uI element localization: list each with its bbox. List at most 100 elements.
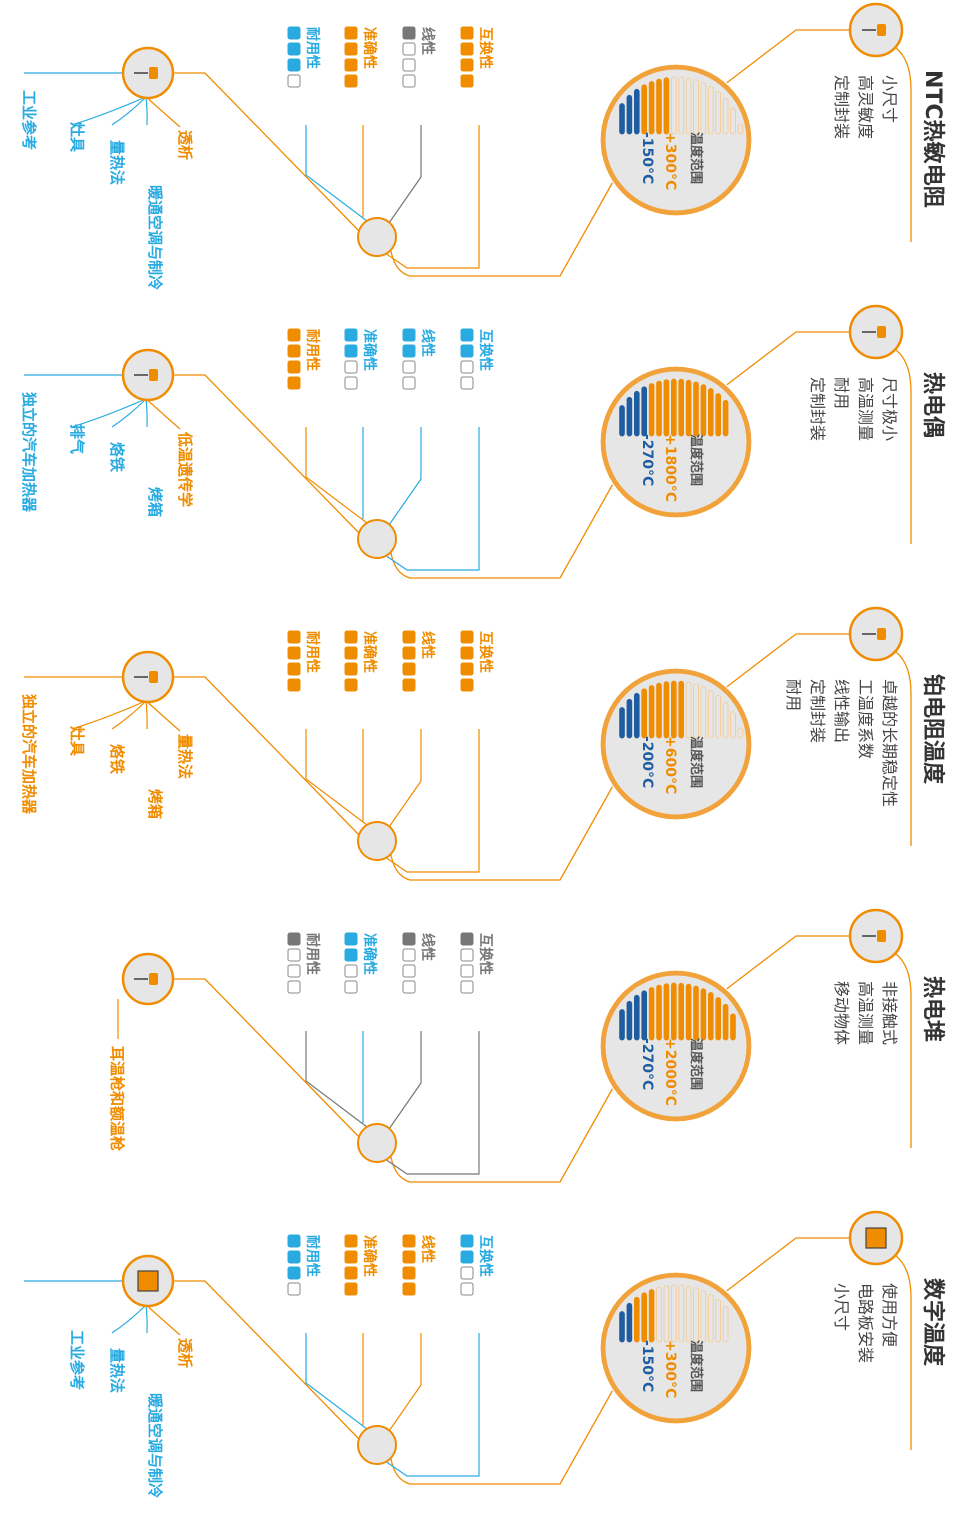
range-min: -270°C (639, 434, 655, 486)
range-bar (656, 380, 662, 437)
rating-square (460, 964, 474, 978)
rating-square (344, 678, 358, 692)
range-min: -150°C (639, 1340, 655, 1392)
feature-text: 使用方便 (880, 1283, 899, 1347)
rating-square (344, 964, 358, 978)
range-bar (715, 695, 721, 739)
rating-square (460, 1234, 474, 1248)
range-bar (685, 77, 692, 135)
range-bar (730, 711, 736, 739)
range-bar (730, 1013, 736, 1041)
range-bar (693, 1287, 699, 1343)
range-max: +300°C (662, 1340, 678, 1398)
range-bar (656, 682, 662, 739)
feature-text: 高温测量 (856, 377, 875, 441)
application-label: 暖通空调与制冷 (146, 1393, 164, 1498)
rating-square (402, 932, 416, 946)
connector-line (895, 953, 912, 1148)
range-bar (700, 1290, 707, 1343)
rating-square (344, 1266, 358, 1280)
rating-label: 线性 (419, 27, 436, 55)
rating-square (402, 630, 416, 644)
range-bar (722, 1305, 729, 1343)
rating-square (460, 360, 474, 374)
range-bar (693, 79, 699, 135)
hub-circle (357, 821, 397, 861)
rating-square (460, 1266, 474, 1280)
rating-square (460, 932, 474, 946)
rating-square (287, 630, 301, 644)
rating-square (287, 678, 301, 692)
range-bar (693, 381, 699, 437)
rating-square (344, 328, 358, 342)
range-bar (626, 396, 633, 437)
rating-square (344, 980, 358, 994)
feature-text: 线性输出 (832, 679, 851, 743)
application-label: 工业参考 (68, 1330, 86, 1390)
range-bar (737, 727, 744, 739)
range-bar (685, 1285, 692, 1343)
range-bar (685, 983, 692, 1041)
rating-line (388, 729, 422, 828)
range-bar (737, 123, 744, 135)
range-bar (641, 386, 647, 437)
range-bar (648, 987, 655, 1041)
range-bar (678, 76, 684, 135)
rating-square (460, 58, 474, 72)
rating-square (287, 1250, 301, 1264)
connector-line (390, 783, 615, 881)
range-bar (700, 384, 707, 437)
range-label: 温度范围 (688, 1038, 704, 1090)
application-label: 工业参考 (20, 90, 38, 150)
range-bar (685, 681, 692, 739)
rating-line (305, 427, 368, 524)
range-bar (656, 78, 662, 135)
rating-square (402, 646, 416, 660)
rating-square (460, 344, 474, 358)
range-bar (715, 393, 721, 437)
rating-line (384, 1333, 480, 1477)
rating-label: 线性 (419, 933, 436, 961)
range-bar (715, 1299, 721, 1343)
application-label: 独立的汽车加热器 (20, 694, 38, 815)
range-bar (663, 77, 670, 135)
connector-line (390, 179, 615, 277)
connector-line (895, 47, 912, 242)
hub-circle (357, 1425, 397, 1465)
rating-square (344, 26, 358, 40)
range-bar (648, 383, 655, 437)
range-bar (626, 1000, 633, 1041)
rating-square (344, 42, 358, 56)
range-label: 温度范围 (688, 132, 704, 184)
rating-line (384, 427, 480, 571)
rating-square (344, 1234, 358, 1248)
rating-line (388, 1333, 422, 1432)
range-bar (656, 984, 662, 1041)
application-line (143, 1302, 181, 1336)
range-bar (693, 985, 699, 1041)
connector-line (174, 978, 360, 1138)
range-label: 温度范围 (688, 1340, 704, 1392)
connector-line (723, 935, 851, 992)
range-bar (663, 983, 670, 1041)
application-line (71, 698, 151, 730)
feature-text: 小尺寸 (880, 75, 899, 123)
range-bar (634, 1296, 640, 1343)
application-label: 烤箱 (146, 789, 164, 819)
range-bar (634, 88, 640, 135)
rating-line (305, 1333, 368, 1430)
range-min: -150°C (639, 132, 655, 184)
rating-label: 线性 (419, 1235, 436, 1263)
rating-label: 互换性 (477, 329, 494, 371)
range-min: -270°C (639, 1038, 655, 1090)
range-bar (634, 692, 640, 739)
application-line (111, 396, 149, 428)
rating-square (402, 328, 416, 342)
rating-label: 互换性 (477, 27, 494, 69)
rating-square (460, 328, 474, 342)
rating-square (287, 948, 301, 962)
feature-text: 定制封装 (808, 679, 827, 743)
range-bar (619, 103, 625, 135)
application-label: 排气 (68, 424, 86, 454)
